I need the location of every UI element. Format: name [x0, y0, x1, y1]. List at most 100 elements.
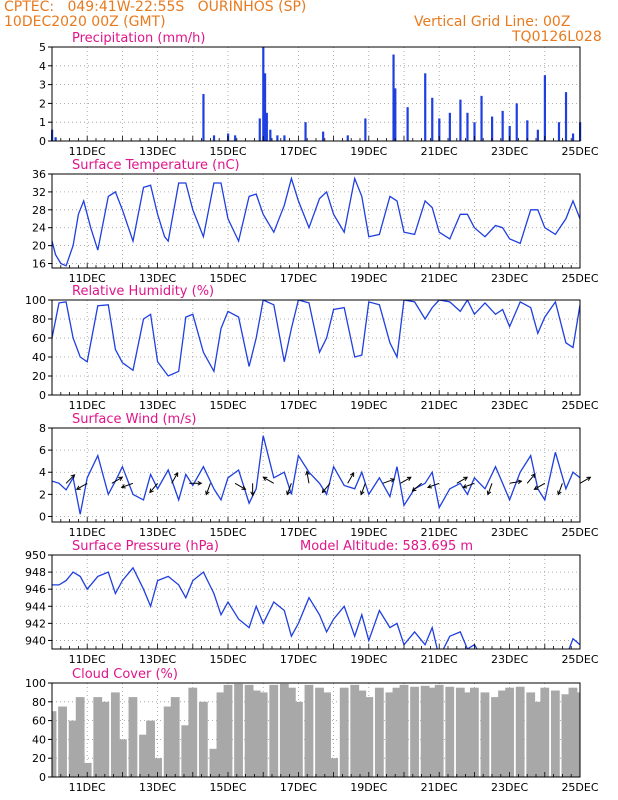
precip-bar [258, 118, 261, 141]
header-grid-note: Vertical Grid Line: 00Z [414, 14, 571, 30]
wind-ytick-label: 8 [39, 422, 46, 435]
cloud-bar [561, 694, 571, 777]
humidity-xtick-label: 23DEC [491, 399, 528, 412]
pressure-ytick-label: 946 [25, 583, 46, 596]
cloud-bar [374, 687, 384, 777]
wind-wind-arrow [534, 482, 546, 490]
cloud-bar [146, 720, 155, 777]
wind-xtick-label: 21DEC [421, 526, 458, 539]
cloud-bar [269, 684, 279, 777]
cloud-bar [445, 686, 455, 777]
precip-bar [459, 99, 462, 141]
temp-xtick-label: 23DEC [491, 272, 528, 285]
humidity-panel [48, 299, 581, 396]
cloud-xtick-label: 15DEC [209, 781, 246, 794]
precip-bar [202, 94, 205, 141]
wind-wind-arrow [149, 482, 158, 493]
wind-wind-arrow-head [262, 476, 268, 481]
wind-wind-arrow [306, 471, 310, 484]
cloud-bar [170, 697, 180, 777]
precip-bar [557, 122, 561, 141]
precip-bar [322, 131, 325, 141]
temp-xtick-label: 21DEC [421, 272, 458, 285]
precip-xtick-label: 23DEC [491, 145, 528, 158]
wind-wind-arrow [462, 482, 475, 488]
wind-xtick-label: 23DEC [491, 526, 528, 539]
cloud-bar [209, 748, 219, 777]
precip-bar [466, 112, 469, 141]
wind-wind-arrow [263, 476, 275, 484]
pressure-annotation: Model Altitude: 583.695 m [300, 539, 473, 554]
cloud-bar [93, 697, 103, 777]
precip-bar [304, 122, 307, 141]
wind-wind-arrow-head [462, 484, 468, 489]
wind-wind-arrow [412, 482, 422, 492]
pressure-panel [48, 554, 581, 650]
humidity-title: Relative Humidity (%) [72, 284, 214, 299]
wind-wind-arrow [400, 476, 412, 484]
pressure-xtick-label: 25DEC [561, 653, 598, 666]
cloud-bar [100, 701, 110, 777]
wind-wind-arrow [76, 482, 88, 490]
pressure-series-line [52, 566, 580, 649]
cloud-xtick-label: 21DEC [421, 781, 458, 794]
wind-wind-arrow-head [406, 476, 412, 481]
precip-bar [431, 97, 434, 141]
wind-ytick-label: 2 [39, 488, 46, 501]
header-code: TQ0126L028 [512, 29, 602, 45]
humidity-ytick-label: 80 [32, 313, 46, 326]
cloud-ytick-label: 60 [32, 715, 46, 728]
wind-wind-arrow-head [286, 490, 291, 496]
wind-wind-arrow [65, 474, 75, 484]
temp-xtick-label: 17DEC [280, 272, 317, 285]
wind-wind-arrow [234, 482, 246, 490]
wind-wind-arrow [526, 473, 536, 484]
cloud-bar [304, 684, 314, 777]
wind-xtick-label: 13DEC [139, 526, 176, 539]
wind-wind-arrow-head [426, 484, 432, 489]
cloud-bar [410, 686, 419, 777]
precip-bar [392, 54, 395, 141]
precip-xtick-label: 17DEC [280, 145, 317, 158]
cloud-bar [515, 686, 525, 777]
wind-wind-arrow-head [149, 488, 154, 494]
humidity-xtick-label: 13DEC [139, 399, 176, 412]
cloud-bar [434, 684, 444, 777]
pressure-xtick-label: 23DEC [491, 653, 528, 666]
precip-xtick-label: 19DEC [350, 145, 387, 158]
wind-wind-arrow [111, 476, 123, 484]
cloud-ytick-label: 20 [32, 752, 46, 765]
temp-ytick-label: 28 [32, 204, 46, 217]
wind-wind-arrow-head [205, 490, 210, 496]
wind-wind-arrow [427, 482, 440, 488]
temp-series-line [52, 176, 580, 267]
cloud-ytick-label: 40 [32, 733, 46, 746]
precip-bar [473, 122, 476, 141]
cloud-bar [505, 687, 514, 777]
precip-frame [51, 46, 581, 142]
wind-wind-arrow-head [411, 487, 417, 492]
precip-bar [438, 118, 441, 141]
precip-bar [448, 112, 451, 141]
cloud-ytick-label: 80 [32, 696, 46, 709]
wind-ytick-label: 4 [39, 466, 46, 479]
pressure-ytick-label: 942 [25, 617, 46, 630]
cloud-bar [251, 690, 261, 777]
cloud-bar [52, 711, 57, 777]
temp-ytick-label: 20 [32, 240, 46, 253]
pressure-ytick-label: 944 [25, 600, 46, 613]
cloud-bar [526, 692, 536, 777]
humidity-xtick-label: 17DEC [280, 399, 317, 412]
wind-ytick-label: 6 [39, 444, 46, 457]
cloud-xtick-label: 13DEC [139, 781, 176, 794]
wind-wind-arrow-head [75, 485, 81, 490]
cloud-bar [279, 683, 289, 777]
wind-series-line [52, 435, 580, 515]
wind-wind-arrow-head [118, 476, 124, 481]
cloud-bar [322, 692, 331, 777]
cloud-bar [329, 758, 338, 777]
precip-xtick-label: 13DEC [139, 145, 176, 158]
wind-wind-arrow-head [70, 474, 76, 479]
cloud-bar [568, 687, 578, 777]
